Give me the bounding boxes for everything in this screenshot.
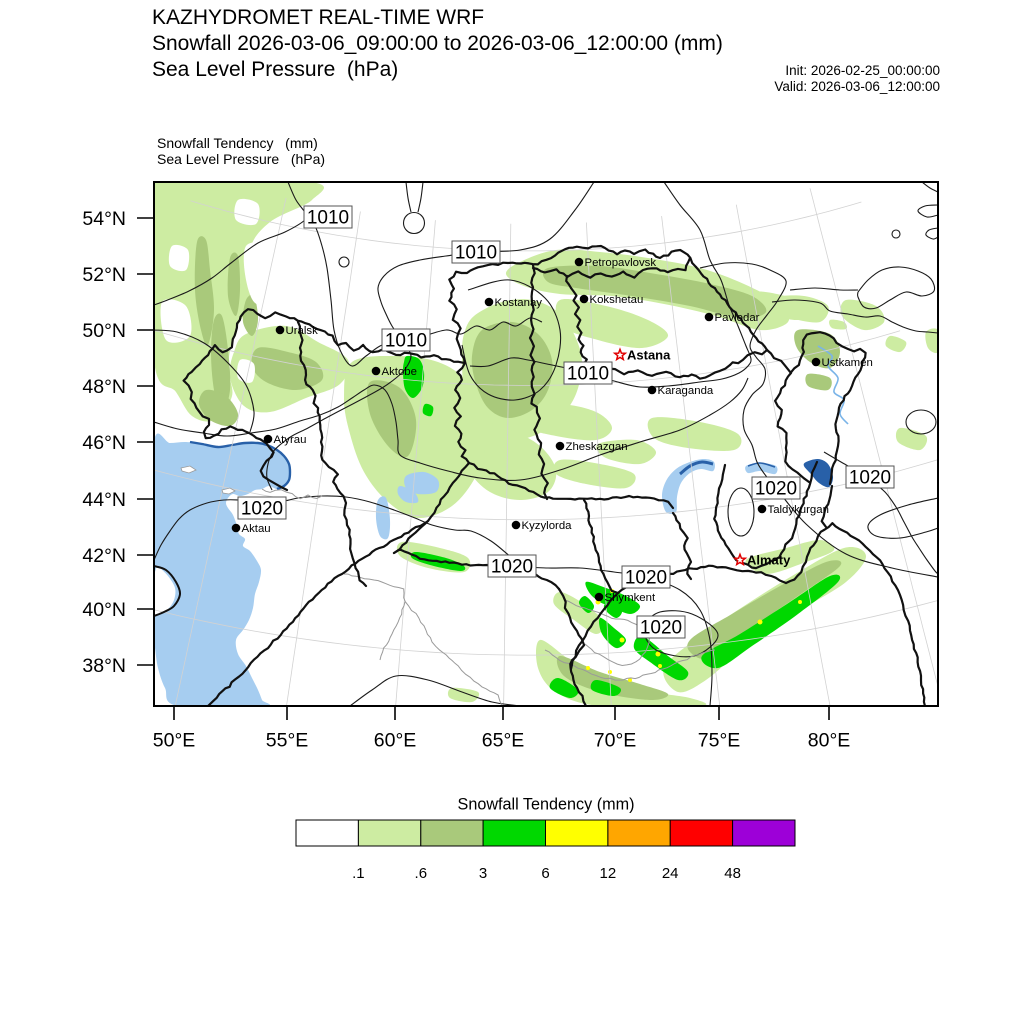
svg-text:Aktobe: Aktobe: [382, 366, 417, 378]
svg-text:1020: 1020: [625, 568, 667, 589]
svg-text:24: 24: [662, 865, 679, 882]
svg-text:Atyrau: Atyrau: [274, 434, 307, 446]
svg-text:6: 6: [541, 865, 549, 882]
svg-text:1020: 1020: [491, 557, 533, 578]
svg-text:46°N: 46°N: [82, 432, 126, 454]
svg-text:1010: 1010: [567, 364, 609, 385]
svg-text:1010: 1010: [385, 331, 427, 352]
svg-text:55°E: 55°E: [266, 730, 309, 752]
svg-text:1020: 1020: [640, 618, 682, 639]
svg-text:52°N: 52°N: [82, 264, 126, 286]
svg-text:Shymkent: Shymkent: [605, 592, 656, 604]
svg-text:50°E: 50°E: [153, 730, 196, 752]
svg-text:1020: 1020: [849, 468, 891, 489]
svg-text:75°E: 75°E: [698, 730, 741, 752]
svg-text:Pavlodar: Pavlodar: [715, 312, 760, 324]
svg-text:Kyzylorda: Kyzylorda: [522, 520, 573, 532]
svg-text:48°N: 48°N: [82, 376, 126, 398]
svg-text:Petropavlovsk: Petropavlovsk: [585, 257, 657, 269]
svg-text:Snowfall Tendency (mm): Snowfall Tendency (mm): [458, 796, 635, 814]
svg-text:Almaty: Almaty: [747, 553, 791, 568]
svg-text:60°E: 60°E: [374, 730, 417, 752]
svg-text:40°N: 40°N: [82, 599, 126, 621]
svg-text:12: 12: [600, 865, 617, 882]
svg-text:.1: .1: [352, 865, 365, 882]
svg-text:80°E: 80°E: [808, 730, 851, 752]
svg-text:Ustkamen: Ustkamen: [822, 357, 873, 369]
svg-text:50°N: 50°N: [82, 320, 126, 342]
svg-text:Kostanay: Kostanay: [495, 297, 543, 309]
svg-text:38°N: 38°N: [82, 655, 126, 677]
svg-text:65°E: 65°E: [482, 730, 525, 752]
svg-text:Zheskazgan: Zheskazgan: [566, 441, 628, 453]
svg-text:Aktau: Aktau: [242, 523, 271, 535]
svg-text:1010: 1010: [455, 243, 497, 264]
svg-text:Karaganda: Karaganda: [658, 385, 714, 397]
svg-text:1020: 1020: [241, 499, 283, 520]
svg-text:1010: 1010: [307, 208, 349, 229]
svg-text:54°N: 54°N: [82, 208, 126, 230]
svg-text:Taldykurgan: Taldykurgan: [768, 504, 829, 516]
svg-text:42°N: 42°N: [82, 545, 126, 567]
svg-text:1020: 1020: [755, 479, 797, 500]
svg-text:48: 48: [724, 865, 741, 882]
svg-text:Astana: Astana: [627, 348, 671, 363]
svg-text:3: 3: [479, 865, 487, 882]
svg-text:Kokshetau: Kokshetau: [590, 294, 644, 306]
svg-text:44°N: 44°N: [82, 489, 126, 511]
svg-text:Uralsk: Uralsk: [286, 325, 319, 337]
svg-text:70°E: 70°E: [594, 730, 637, 752]
svg-text:.6: .6: [415, 865, 428, 882]
